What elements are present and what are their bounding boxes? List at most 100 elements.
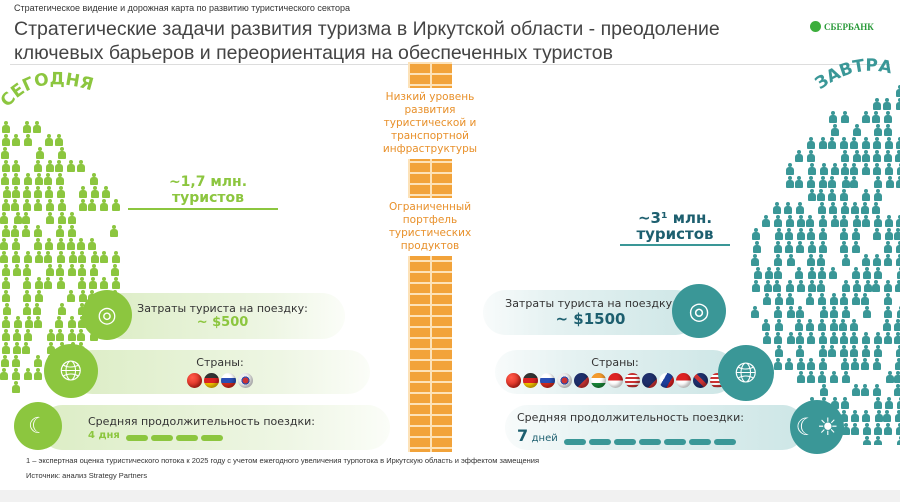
person-icon [773, 241, 782, 253]
person-icon [23, 251, 32, 263]
person-icon [752, 241, 761, 253]
today-cost-panel: Затраты туриста на поездку: ~ $500 [100, 293, 345, 339]
person-icon [807, 241, 816, 253]
person-icon [786, 332, 795, 344]
person-icon [34, 225, 43, 237]
person-icon [817, 371, 826, 383]
person-icon [818, 176, 827, 188]
person-icon [818, 137, 827, 149]
person-icon [894, 371, 900, 383]
person-icon [884, 293, 893, 305]
person-icon [872, 202, 881, 214]
person-icon [873, 267, 882, 279]
person-icon [896, 267, 900, 279]
svg-text:СЕГОДНЯ: СЕГОДНЯ [0, 69, 95, 111]
person-icon [34, 160, 43, 172]
person-icon [884, 228, 893, 240]
person-icon [883, 332, 892, 344]
person-icon [22, 225, 31, 237]
person-icon [90, 186, 99, 198]
person-icon [863, 423, 872, 435]
flag-korea-icon [238, 373, 253, 388]
person-icon [77, 160, 86, 172]
day-segment [200, 434, 223, 441]
day-segment [663, 438, 686, 445]
person-icon [828, 267, 837, 279]
person-icon [828, 111, 837, 123]
person-icon [34, 186, 43, 198]
tomorrow-label-arc: ЗАВТРА [812, 56, 895, 94]
person-icon [841, 280, 850, 292]
flag-list [187, 373, 253, 388]
person-icon [884, 280, 893, 292]
person-icon [862, 163, 871, 175]
person-icon [763, 280, 772, 292]
person-icon [1, 121, 10, 133]
bottom-bar [0, 490, 900, 502]
person-icon [818, 202, 827, 214]
person-icon [896, 423, 900, 435]
person-icon [34, 316, 43, 328]
person-icon [850, 319, 859, 331]
person-icon [795, 150, 804, 162]
person-icon [861, 202, 870, 214]
person-icon [773, 280, 782, 292]
person-icon [785, 228, 794, 240]
person-icon [33, 303, 42, 315]
person-icon [34, 238, 43, 250]
sberbank-logo: СБЕРБАНК [810, 21, 874, 32]
person-icon [774, 267, 783, 279]
person-icon [2, 303, 11, 315]
person-icon [57, 303, 66, 315]
cost-label: Затраты туриста на поездку: [505, 297, 676, 310]
day-segment [563, 438, 586, 445]
person-icon [830, 124, 839, 136]
person-icon [862, 150, 871, 162]
person-icon [1, 355, 10, 367]
person-icon [46, 329, 55, 341]
person-icon [851, 358, 860, 370]
coins-icon: ◎ [82, 290, 132, 340]
person-icon [45, 264, 54, 276]
person-icon [817, 267, 826, 279]
person-icon [806, 293, 815, 305]
person-icon [11, 368, 20, 380]
person-icon [872, 228, 881, 240]
person-icon [874, 332, 883, 344]
person-icon [34, 251, 43, 263]
person-icon [818, 215, 827, 227]
person-icon [874, 176, 883, 188]
person-icon [99, 277, 108, 289]
person-icon [1, 342, 10, 354]
person-icon [11, 134, 20, 146]
tomorrow-countries-panel: Страны: [495, 350, 735, 394]
person-icon [873, 436, 882, 445]
countries-label: Страны: [591, 356, 639, 369]
person-icon [830, 306, 839, 318]
person-icon [88, 238, 97, 250]
person-icon [762, 319, 771, 331]
person-icon [874, 215, 883, 227]
tomorrow-cost-panel: Затраты туриста на поездку: ~ $1500 [483, 290, 698, 335]
globe-icon: 🌐︎ [718, 345, 774, 401]
person-icon [817, 293, 826, 305]
person-icon [806, 371, 815, 383]
person-icon [841, 202, 850, 214]
person-icon [885, 176, 894, 188]
person-icon [840, 332, 849, 344]
person-icon [840, 241, 849, 253]
person-icon [884, 306, 893, 318]
person-icon [2, 225, 11, 237]
person-icon [762, 332, 771, 344]
person-icon [774, 228, 783, 240]
person-icon [895, 254, 900, 266]
person-icon [11, 355, 20, 367]
person-icon [808, 163, 817, 175]
person-icon [78, 264, 87, 276]
person-icon [830, 397, 839, 409]
person-icon [819, 241, 828, 253]
person-icon [34, 277, 43, 289]
days-bar [563, 438, 736, 445]
person-icon [78, 290, 87, 302]
person-icon [873, 124, 882, 136]
